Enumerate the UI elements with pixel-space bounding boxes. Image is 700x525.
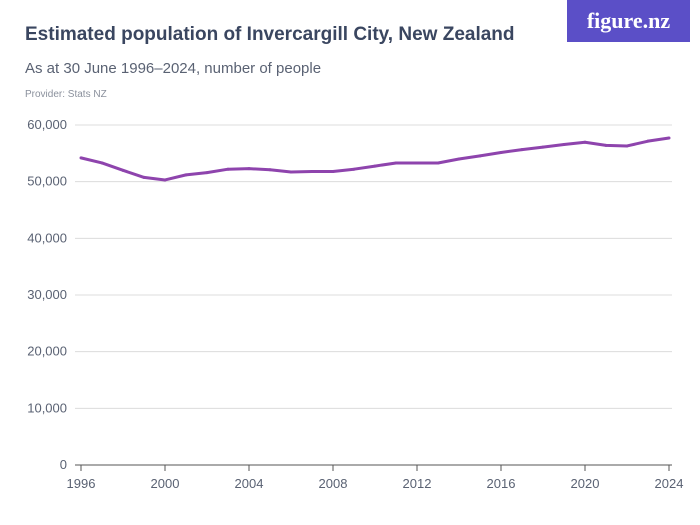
x-tick-label: 2008: [319, 476, 348, 491]
data-point: [289, 170, 293, 174]
y-tick-label: 0: [60, 457, 67, 472]
data-point: [604, 143, 608, 147]
chart-title: Estimated population of Invercargill Cit…: [25, 24, 515, 45]
y-tick-label: 60,000: [27, 117, 67, 132]
data-point: [310, 169, 314, 173]
figure-nz-logo[interactable]: figure.nz: [567, 0, 690, 42]
data-point: [436, 161, 440, 165]
x-tick-label: 2016: [487, 476, 516, 491]
data-point: [457, 157, 461, 161]
data-point: [226, 167, 230, 171]
data-point: [205, 171, 209, 175]
data-point: [247, 167, 251, 171]
data-point: [499, 150, 503, 154]
x-tick-label: 1996: [67, 476, 96, 491]
data-point: [520, 148, 524, 152]
data-point: [646, 139, 650, 143]
data-point: [121, 168, 125, 172]
y-tick-label: 10,000: [27, 400, 67, 415]
data-point: [163, 178, 167, 182]
data-point: [100, 161, 104, 165]
data-point: [331, 169, 335, 173]
data-point: [394, 161, 398, 165]
data-point: [268, 168, 272, 172]
x-tick-label: 2000: [151, 476, 180, 491]
data-point: [625, 144, 629, 148]
x-tick-label: 2012: [403, 476, 432, 491]
data-point: [352, 167, 356, 171]
x-tick-label: 2020: [571, 476, 600, 491]
chart-subtitle: As at 30 June 1996–2024, number of peopl…: [25, 60, 322, 77]
data-point: [415, 161, 419, 165]
data-point: [541, 145, 545, 149]
x-tick-label: 2004: [235, 476, 264, 491]
y-tick-label: 30,000: [27, 287, 67, 302]
data-point: [478, 154, 482, 158]
x-tick-label: 2024: [655, 476, 684, 491]
data-point: [562, 143, 566, 147]
data-point: [667, 136, 671, 140]
provider-label: Provider: Stats NZ: [25, 89, 107, 100]
data-point: [79, 156, 83, 160]
y-tick-label: 50,000: [27, 174, 67, 189]
data-point: [142, 175, 146, 179]
data-point: [184, 173, 188, 177]
data-point: [373, 164, 377, 168]
series-line: [80, 136, 670, 182]
data-point: [583, 140, 587, 144]
y-tick-label: 40,000: [27, 230, 67, 245]
y-tick-label: 20,000: [27, 344, 67, 359]
